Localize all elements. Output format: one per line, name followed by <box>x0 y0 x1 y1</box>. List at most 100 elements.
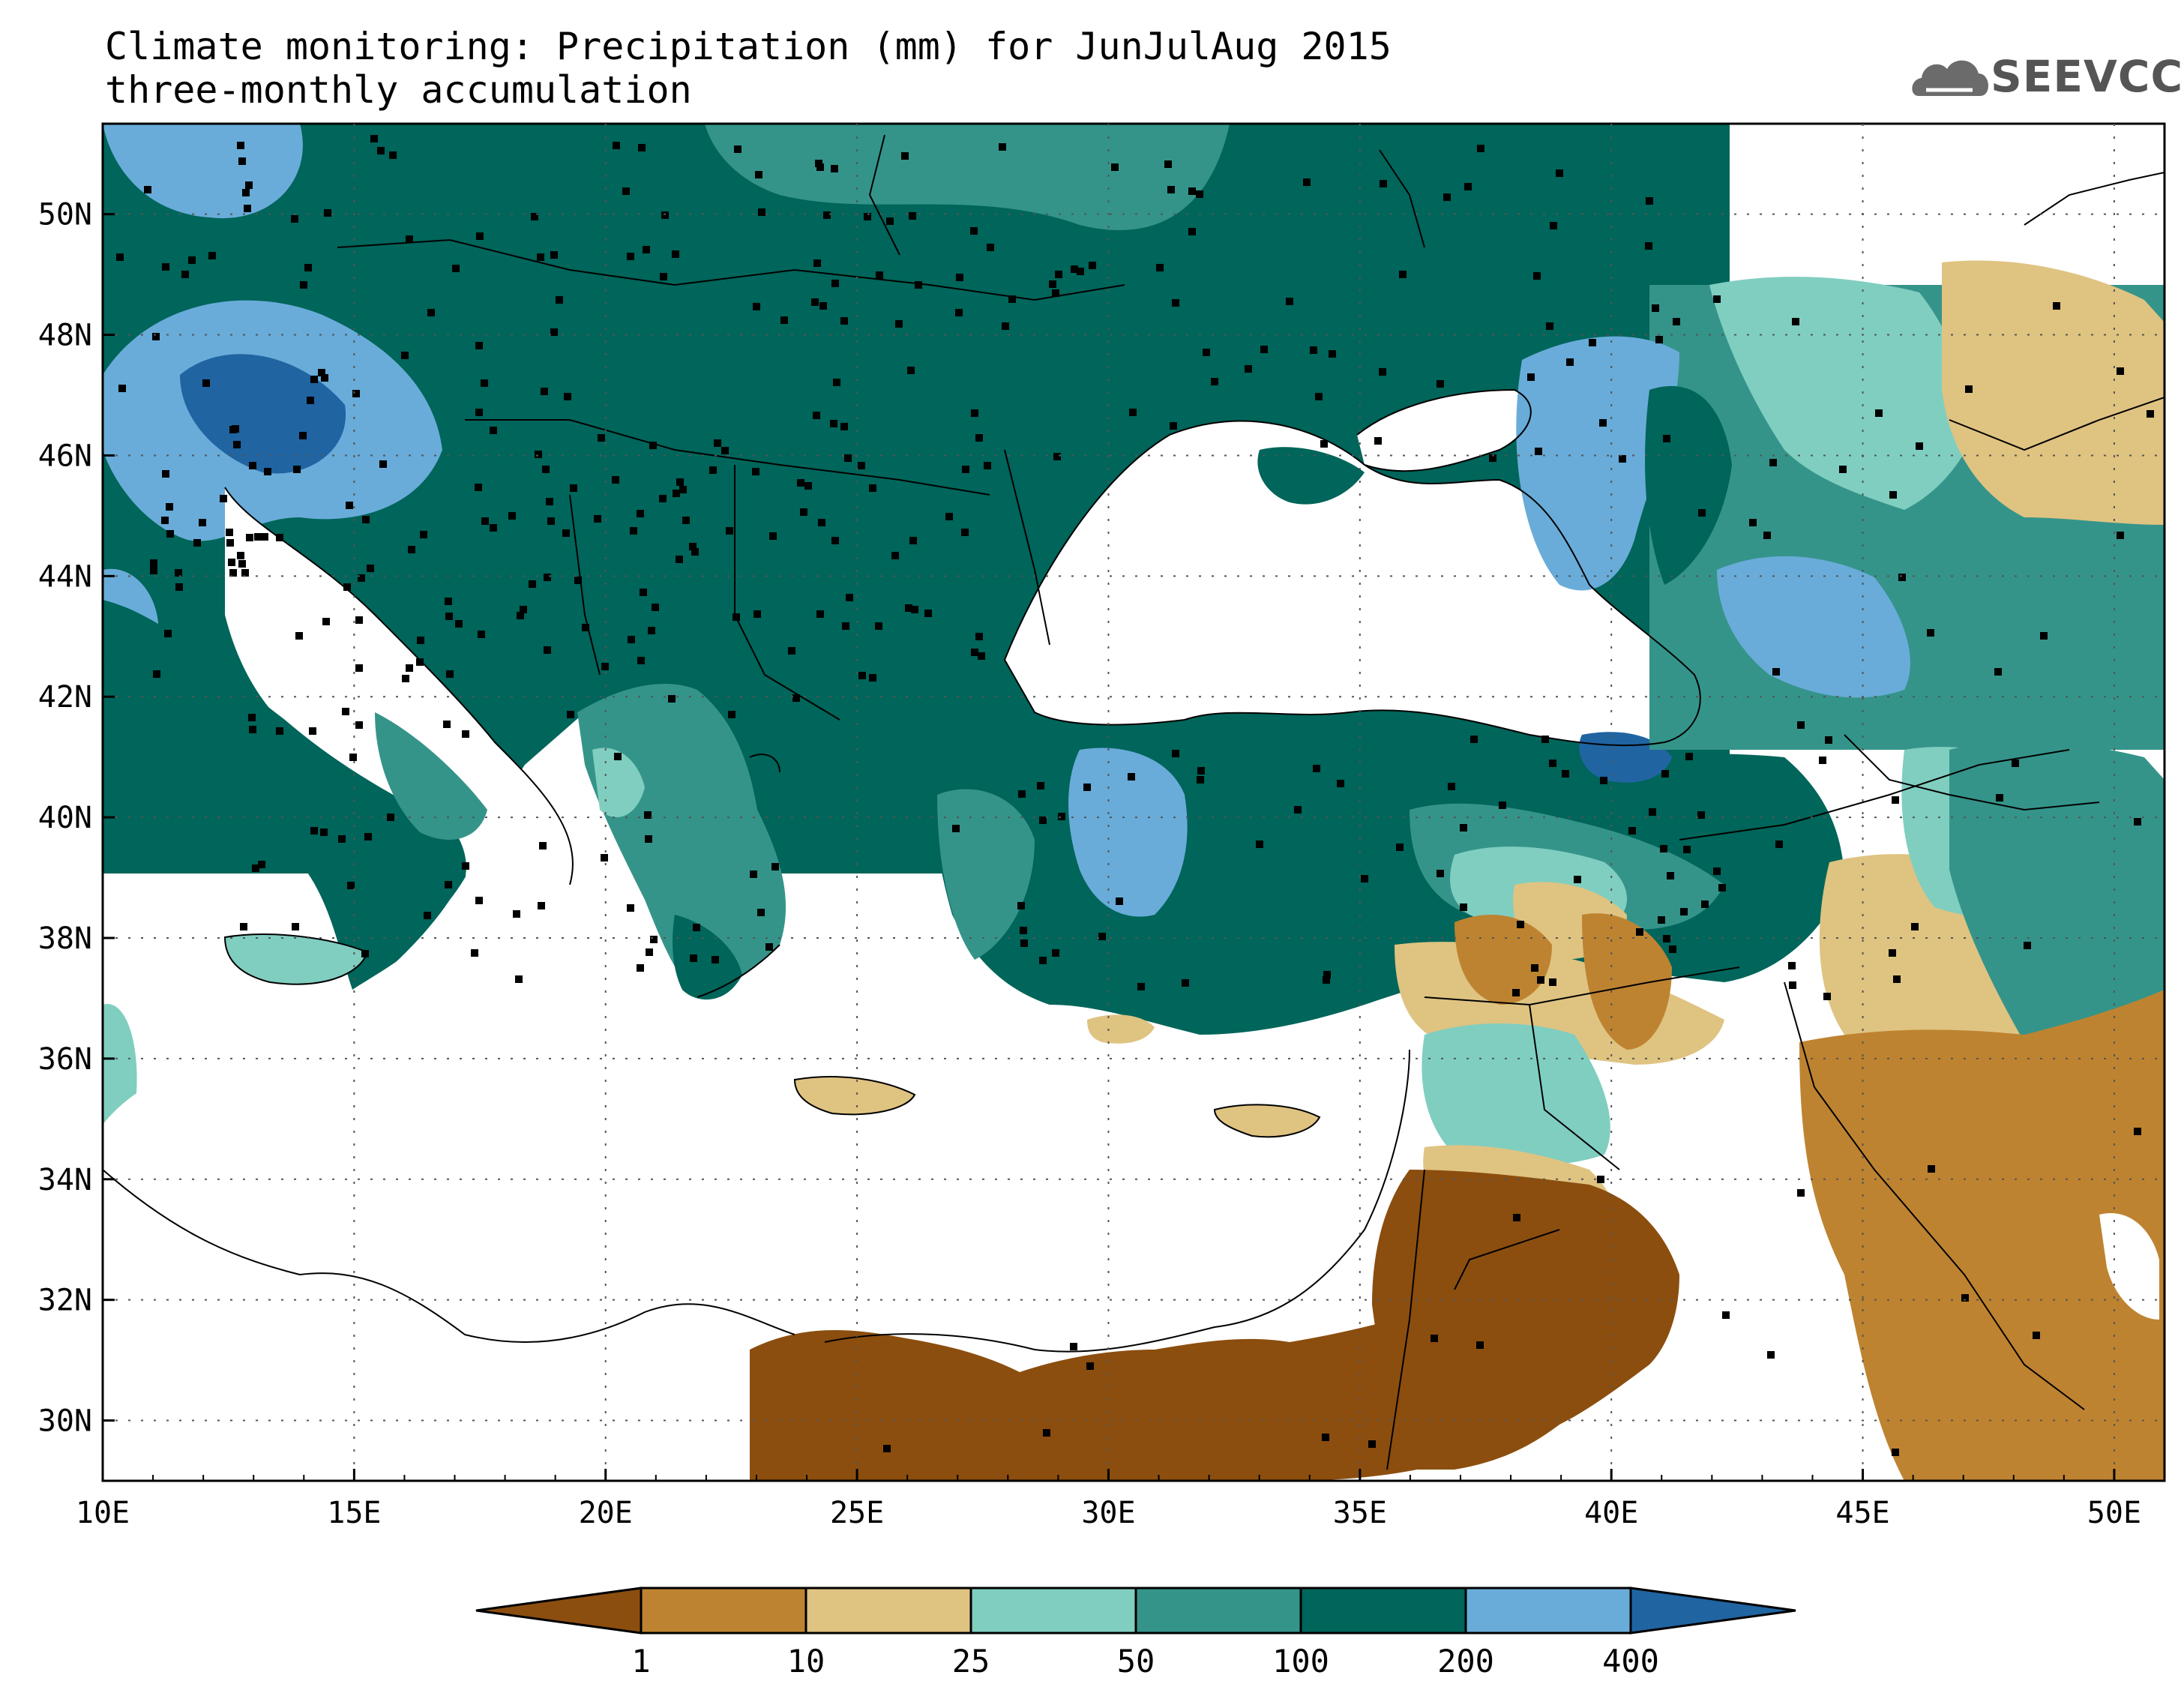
station-marker <box>1549 760 1556 767</box>
station-marker <box>813 412 820 419</box>
station-marker <box>646 948 653 956</box>
station-marker <box>1701 900 1709 908</box>
colorbar-over-arrow <box>1629 1587 1796 1635</box>
colorbar: 1 10 25 50 100 200 400 <box>475 1587 1796 1680</box>
station-marker <box>245 181 253 189</box>
station-marker <box>546 498 553 505</box>
station-marker <box>780 316 788 324</box>
station-marker <box>876 271 883 279</box>
station-marker <box>352 390 360 397</box>
station-marker <box>831 165 838 172</box>
station-marker <box>424 912 431 919</box>
colorbar-label: 10 <box>787 1643 825 1680</box>
station-marker <box>1713 295 1721 303</box>
station-marker <box>757 909 765 916</box>
station-marker <box>690 954 697 962</box>
station-marker <box>249 462 256 469</box>
station-marker <box>475 897 483 904</box>
station-marker <box>1636 928 1643 936</box>
station-marker <box>343 583 351 591</box>
station-marker <box>833 379 840 386</box>
station-marker <box>537 253 544 261</box>
station-marker <box>1697 811 1705 819</box>
station-marker <box>228 559 235 566</box>
station-marker <box>1303 178 1311 186</box>
station-marker <box>660 273 667 280</box>
station-marker <box>728 711 735 718</box>
station-marker <box>1182 979 1189 987</box>
station-marker <box>1203 349 1210 356</box>
lon-tick-label: 15E <box>327 1496 381 1530</box>
station-marker <box>254 533 262 541</box>
station-marker <box>911 606 918 613</box>
station-marker <box>864 213 871 220</box>
station-marker <box>188 256 196 264</box>
station-marker <box>193 539 201 547</box>
station-marker <box>818 519 825 526</box>
station-marker <box>1337 780 1344 787</box>
station-marker <box>1137 983 1145 990</box>
station-marker <box>1663 435 1670 442</box>
station-marker <box>1129 409 1137 416</box>
station-marker <box>164 630 172 637</box>
station-marker <box>1172 299 1179 307</box>
station-marker <box>1089 262 1096 269</box>
station-marker <box>637 510 644 517</box>
station-marker <box>544 646 551 654</box>
station-marker <box>679 486 687 493</box>
station-marker <box>202 379 210 387</box>
station-marker <box>476 232 484 240</box>
station-marker <box>264 468 271 475</box>
station-marker <box>1286 298 1293 305</box>
station-marker <box>349 754 357 761</box>
station-marker <box>1512 989 1520 996</box>
station-marker <box>689 543 697 550</box>
station-marker <box>668 695 676 703</box>
station-marker <box>1875 409 1883 417</box>
lon-tick-label: 45E <box>1835 1496 1889 1530</box>
station-marker <box>318 369 325 376</box>
station-marker <box>452 265 460 272</box>
station-marker <box>389 151 397 159</box>
station-marker <box>1196 190 1203 198</box>
station-marker <box>755 171 762 178</box>
station-marker <box>1399 271 1407 278</box>
station-marker <box>1083 784 1091 791</box>
station-marker <box>797 479 804 487</box>
lat-tick-label: 44N <box>38 559 92 594</box>
lat-tick-label: 36N <box>38 1042 92 1077</box>
station-marker <box>956 274 963 281</box>
station-marker <box>153 670 160 678</box>
station-marker <box>144 186 151 193</box>
station-marker <box>1431 1335 1438 1342</box>
station-marker <box>613 142 620 149</box>
station-marker <box>364 833 372 841</box>
seevccc-cloud-logo-icon <box>1912 60 1989 96</box>
station-marker <box>300 281 307 289</box>
station-marker <box>1245 365 1252 373</box>
station-marker <box>1792 318 1799 325</box>
logo-text: SEEVCCC <box>1991 51 2184 102</box>
station-marker <box>1628 827 1636 835</box>
station-marker <box>276 727 283 735</box>
station-marker <box>310 827 318 835</box>
station-marker <box>858 672 866 679</box>
station-marker <box>490 524 497 532</box>
station-marker <box>252 864 259 872</box>
station-marker <box>299 432 307 439</box>
station-marker <box>1368 1440 1376 1448</box>
station-marker <box>1037 782 1044 790</box>
station-marker <box>1294 806 1302 814</box>
station-marker <box>1669 945 1676 953</box>
station-marker <box>481 379 488 387</box>
station-marker <box>1655 336 1663 343</box>
station-marker <box>1763 532 1771 539</box>
station-marker <box>244 205 251 212</box>
station-marker <box>220 495 227 502</box>
lat-tick-label: 32N <box>38 1284 92 1318</box>
station-marker <box>258 861 265 868</box>
station-marker <box>823 211 831 219</box>
station-marker <box>1315 393 1323 400</box>
station-marker <box>1437 870 1444 877</box>
station-marker <box>970 227 978 235</box>
